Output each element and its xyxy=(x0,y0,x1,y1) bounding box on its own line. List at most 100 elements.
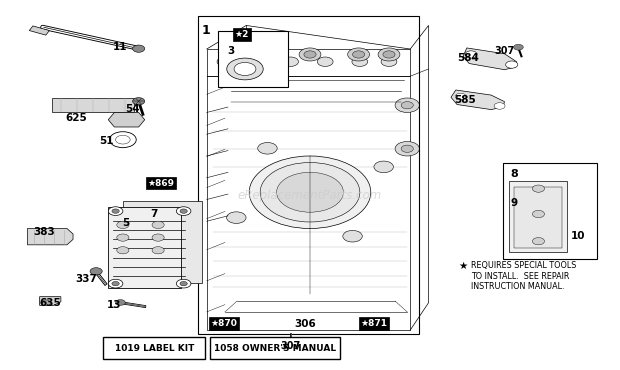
Text: eReplacementParts.com: eReplacementParts.com xyxy=(238,189,382,202)
Text: 306: 306 xyxy=(294,319,316,329)
Circle shape xyxy=(374,161,393,173)
Circle shape xyxy=(90,268,102,275)
Bar xyxy=(210,337,340,359)
Circle shape xyxy=(249,156,371,229)
Circle shape xyxy=(117,234,129,241)
Text: 584: 584 xyxy=(457,53,479,63)
Text: 3: 3 xyxy=(228,46,234,56)
Circle shape xyxy=(533,211,544,218)
Text: 625: 625 xyxy=(65,113,87,123)
Bar xyxy=(123,201,202,283)
Text: 8: 8 xyxy=(510,169,518,179)
Circle shape xyxy=(395,98,419,112)
Circle shape xyxy=(180,282,187,286)
Text: 585: 585 xyxy=(454,95,476,105)
Text: ★: ★ xyxy=(459,261,468,271)
Circle shape xyxy=(348,48,370,61)
Circle shape xyxy=(533,238,544,245)
Text: 11: 11 xyxy=(113,42,128,52)
Bar xyxy=(513,187,562,249)
Bar xyxy=(206,49,410,76)
Polygon shape xyxy=(40,297,61,305)
Circle shape xyxy=(317,57,333,67)
Circle shape xyxy=(395,141,419,156)
Text: 307: 307 xyxy=(280,342,301,351)
Circle shape xyxy=(117,247,129,254)
Circle shape xyxy=(299,48,321,61)
Bar xyxy=(198,16,419,334)
Text: 9: 9 xyxy=(511,198,518,208)
Circle shape xyxy=(260,162,360,222)
Circle shape xyxy=(108,207,123,215)
Text: 13: 13 xyxy=(107,300,122,310)
Circle shape xyxy=(258,142,277,154)
Circle shape xyxy=(176,207,191,215)
Circle shape xyxy=(277,172,343,212)
Text: ★871: ★871 xyxy=(360,319,388,328)
Polygon shape xyxy=(27,229,73,245)
Circle shape xyxy=(133,45,144,52)
Circle shape xyxy=(133,98,144,105)
Text: 7: 7 xyxy=(150,209,157,219)
Circle shape xyxy=(513,44,523,50)
Circle shape xyxy=(152,234,164,241)
Circle shape xyxy=(352,57,368,67)
Bar xyxy=(503,163,598,259)
Circle shape xyxy=(115,300,125,305)
Circle shape xyxy=(378,48,400,61)
Circle shape xyxy=(401,145,414,152)
Circle shape xyxy=(41,300,51,306)
Bar xyxy=(108,207,181,288)
Circle shape xyxy=(533,185,544,192)
Text: 1019 LABEL KIT: 1019 LABEL KIT xyxy=(115,344,194,353)
Circle shape xyxy=(343,231,362,242)
Circle shape xyxy=(283,57,298,67)
Text: ★869: ★869 xyxy=(148,179,175,188)
Polygon shape xyxy=(108,112,144,127)
Circle shape xyxy=(285,341,296,348)
Text: 1: 1 xyxy=(202,24,211,37)
Circle shape xyxy=(494,103,505,109)
Circle shape xyxy=(247,57,264,67)
Text: ★870: ★870 xyxy=(210,319,237,328)
Circle shape xyxy=(304,51,316,58)
Text: ★2: ★2 xyxy=(235,30,249,39)
Polygon shape xyxy=(51,98,134,112)
Circle shape xyxy=(353,51,365,58)
Text: REQUIRES SPECIAL TOOLS
TO INSTALL.  SEE REPAIR
INSTRUCTION MANUAL.: REQUIRES SPECIAL TOOLS TO INSTALL. SEE R… xyxy=(471,261,577,291)
Circle shape xyxy=(112,209,119,213)
Circle shape xyxy=(257,48,278,61)
Circle shape xyxy=(455,93,466,100)
Polygon shape xyxy=(451,90,505,110)
Circle shape xyxy=(180,209,187,213)
Text: 383: 383 xyxy=(33,227,55,237)
Bar xyxy=(104,337,205,359)
Bar xyxy=(29,26,50,35)
Circle shape xyxy=(262,51,273,58)
Circle shape xyxy=(227,58,264,80)
Bar xyxy=(218,31,288,87)
Circle shape xyxy=(108,279,123,288)
Circle shape xyxy=(465,51,477,58)
Text: 51: 51 xyxy=(99,137,113,147)
Polygon shape xyxy=(463,48,516,70)
Text: 1058 OWNER'S MANUAL: 1058 OWNER'S MANUAL xyxy=(214,344,336,353)
Text: 10: 10 xyxy=(571,231,586,241)
Circle shape xyxy=(217,57,233,67)
Circle shape xyxy=(112,282,119,286)
Bar xyxy=(509,181,567,252)
Circle shape xyxy=(383,51,395,58)
Text: 307: 307 xyxy=(494,46,515,56)
Circle shape xyxy=(152,221,164,229)
Circle shape xyxy=(227,212,246,223)
Text: 337: 337 xyxy=(76,274,97,284)
Text: 54: 54 xyxy=(125,104,140,114)
Text: 635: 635 xyxy=(40,298,61,308)
Circle shape xyxy=(176,279,191,288)
Circle shape xyxy=(234,63,256,75)
Text: 5: 5 xyxy=(122,218,130,228)
Circle shape xyxy=(117,221,129,229)
Circle shape xyxy=(152,247,164,254)
Circle shape xyxy=(401,102,414,109)
Circle shape xyxy=(381,57,397,67)
